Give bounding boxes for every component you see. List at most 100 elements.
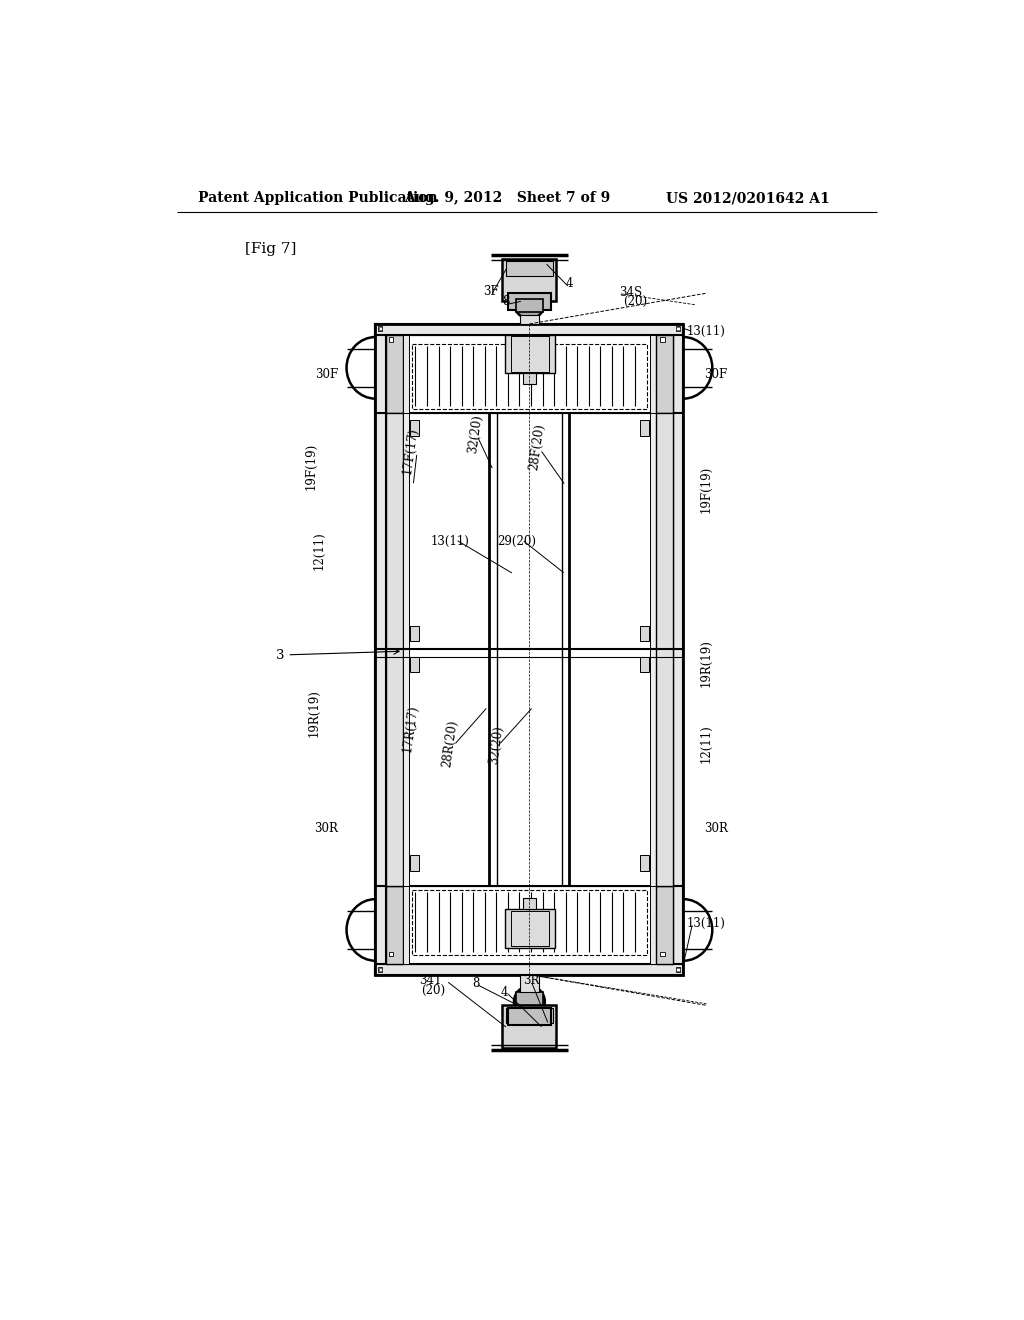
Text: 30F: 30F <box>705 367 727 380</box>
Circle shape <box>518 343 541 364</box>
Bar <box>677 968 680 970</box>
Bar <box>640 855 649 871</box>
Circle shape <box>523 995 536 1007</box>
Text: 19R(19): 19R(19) <box>307 689 321 737</box>
Bar <box>403 335 410 412</box>
Circle shape <box>525 924 535 933</box>
Text: 12(11): 12(11) <box>700 725 713 763</box>
Text: 28F(20): 28F(20) <box>527 422 547 471</box>
Bar <box>515 298 544 313</box>
Bar <box>410 626 419 642</box>
Bar <box>403 886 410 964</box>
Text: 3: 3 <box>276 648 399 661</box>
Bar <box>649 886 655 964</box>
Bar <box>673 323 683 974</box>
Bar <box>386 886 403 964</box>
Text: 13(11): 13(11) <box>687 916 726 929</box>
Bar <box>403 412 410 886</box>
Bar <box>376 323 386 974</box>
Text: 29(20): 29(20) <box>498 536 537 548</box>
Circle shape <box>526 376 532 381</box>
Bar <box>676 326 680 331</box>
Bar <box>378 326 382 331</box>
Text: 8: 8 <box>472 977 479 990</box>
Bar <box>379 968 382 970</box>
Circle shape <box>526 900 532 907</box>
Bar <box>523 899 536 909</box>
Bar <box>386 335 673 964</box>
Bar <box>410 855 419 871</box>
Text: 17F(17): 17F(17) <box>400 426 420 475</box>
Bar <box>388 337 393 342</box>
Bar <box>508 1007 551 1024</box>
Bar <box>505 335 555 374</box>
Text: 19F(19): 19F(19) <box>305 442 318 490</box>
Bar <box>655 412 673 886</box>
Text: 30F: 30F <box>315 367 339 380</box>
Circle shape <box>523 297 536 309</box>
Bar <box>379 327 382 330</box>
Bar <box>660 337 665 342</box>
Bar <box>520 315 539 323</box>
Bar <box>410 656 419 672</box>
Bar <box>412 345 647 409</box>
Bar <box>655 335 673 412</box>
Text: 30R: 30R <box>314 822 339 834</box>
Bar <box>649 412 655 886</box>
Text: (20): (20) <box>623 296 647 308</box>
Bar <box>412 890 647 954</box>
Text: [Fig 7]: [Fig 7] <box>245 243 296 256</box>
Text: 19F(19): 19F(19) <box>700 466 713 513</box>
Text: (20): (20) <box>421 983 445 997</box>
Text: 13(11): 13(11) <box>687 325 726 338</box>
Bar <box>388 952 393 956</box>
Circle shape <box>514 288 545 318</box>
Text: 30R: 30R <box>705 822 728 834</box>
Text: 34T: 34T <box>420 974 442 987</box>
Bar <box>386 412 403 886</box>
Text: 13(11): 13(11) <box>431 536 470 548</box>
Bar <box>386 335 403 412</box>
Bar <box>660 952 665 956</box>
Bar <box>378 966 382 972</box>
Text: 4: 4 <box>565 277 573 290</box>
Bar <box>410 420 419 436</box>
Bar <box>515 991 544 1006</box>
Bar <box>376 964 683 974</box>
Text: Patent Application Publication: Patent Application Publication <box>199 191 438 206</box>
Bar <box>511 911 549 946</box>
Bar <box>676 966 680 972</box>
Bar <box>655 886 673 964</box>
Bar <box>503 1006 556 1048</box>
Bar <box>511 337 549 372</box>
Bar <box>505 909 555 948</box>
Text: 32(20): 32(20) <box>487 725 506 766</box>
Bar <box>503 259 556 301</box>
Bar <box>506 261 553 276</box>
Text: 17R(17): 17R(17) <box>400 704 420 752</box>
Text: 19R(19): 19R(19) <box>700 639 713 686</box>
Text: 4: 4 <box>501 986 509 999</box>
Text: 34S: 34S <box>620 286 643 298</box>
Bar <box>376 323 683 974</box>
Text: Aug. 9, 2012   Sheet 7 of 9: Aug. 9, 2012 Sheet 7 of 9 <box>403 191 610 206</box>
Bar <box>677 327 680 330</box>
Text: 32(20): 32(20) <box>466 414 484 454</box>
Text: 3F: 3F <box>483 285 499 298</box>
Bar <box>649 335 655 412</box>
Bar <box>520 974 539 991</box>
Text: US 2012/0201642 A1: US 2012/0201642 A1 <box>666 191 829 206</box>
Bar <box>508 293 551 310</box>
Text: 12(11): 12(11) <box>312 532 326 570</box>
Circle shape <box>525 350 535 359</box>
Circle shape <box>514 986 545 1016</box>
Circle shape <box>518 917 541 940</box>
Bar <box>640 656 649 672</box>
Bar <box>376 323 683 335</box>
Text: 28R(20): 28R(20) <box>440 719 460 768</box>
Bar <box>523 374 536 384</box>
Bar <box>640 420 649 436</box>
Bar <box>506 1007 553 1023</box>
Text: 8: 8 <box>502 296 509 308</box>
Bar <box>640 626 649 642</box>
